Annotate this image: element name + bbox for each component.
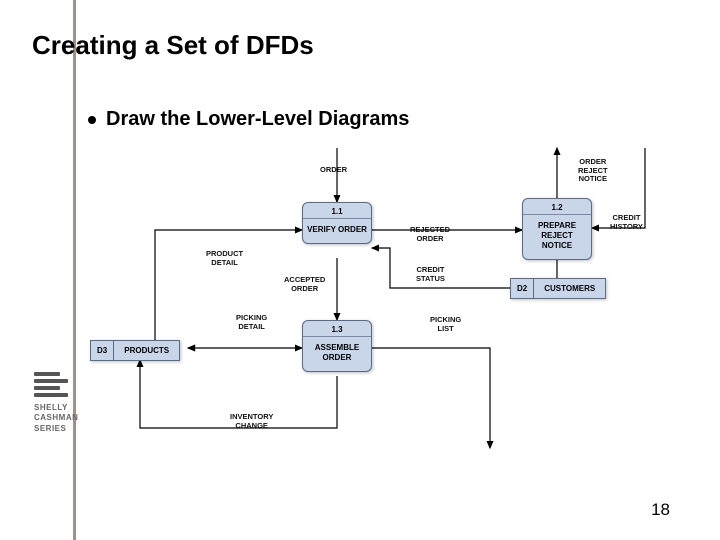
flow-product-detail: PRODUCT DETAIL	[206, 250, 243, 267]
flow-lines	[90, 148, 680, 488]
bullet-item: Draw the Lower-Level Diagrams	[88, 108, 409, 131]
slide-title: Creating a Set of DFDs	[32, 30, 314, 61]
flow-accepted-order: ACCEPTED ORDER	[284, 276, 325, 293]
flow-credit-status: CREDIT STATUS	[416, 266, 445, 283]
process-1-2: 1.2 PREPARE REJECT NOTICE	[522, 198, 592, 260]
bullet-dot	[88, 116, 96, 124]
flow-credit-history: CREDIT HISTORY	[610, 214, 643, 231]
process-name: ASSEMBLE ORDER	[303, 337, 371, 371]
process-num: 1.3	[303, 321, 371, 337]
page-number: 18	[651, 500, 670, 520]
logo-line3: SERIES	[34, 424, 66, 433]
flow-order: ORDER	[320, 166, 347, 175]
flow-picking-list: PICKING LIST	[430, 316, 461, 333]
process-num: 1.2	[523, 199, 591, 215]
flow-order-reject: ORDER REJECT NOTICE	[578, 158, 608, 184]
series-logo: SHELLY CASHMAN SERIES	[34, 372, 92, 466]
store-id: D2	[510, 278, 534, 299]
process-1-1: 1.1 VERIFY ORDER	[302, 202, 372, 244]
flow-picking-detail: PICKING DETAIL	[236, 314, 267, 331]
datastore-d3: D3 PRODUCTS	[90, 340, 180, 361]
logo-line1: SHELLY	[34, 403, 68, 412]
process-1-3: 1.3 ASSEMBLE ORDER	[302, 320, 372, 372]
process-num: 1.1	[303, 203, 371, 219]
store-name: PRODUCTS	[114, 340, 180, 361]
logo-bars-icon	[34, 372, 92, 397]
process-name: VERIFY ORDER	[303, 219, 371, 243]
logo-line2: CASHMAN	[34, 413, 78, 422]
dfd-diagram: 1.1 VERIFY ORDER 1.2 PREPARE REJECT NOTI…	[90, 148, 680, 488]
store-id: D3	[90, 340, 114, 361]
bullet-text: Draw the Lower-Level Diagrams	[106, 108, 409, 131]
flow-inventory-change: INVENTORY CHANGE	[230, 413, 273, 430]
process-name: PREPARE REJECT NOTICE	[523, 215, 591, 259]
datastore-d2: D2 CUSTOMERS	[510, 278, 606, 299]
flow-rejected-order: REJECTED ORDER	[410, 226, 450, 243]
store-name: CUSTOMERS	[534, 278, 606, 299]
